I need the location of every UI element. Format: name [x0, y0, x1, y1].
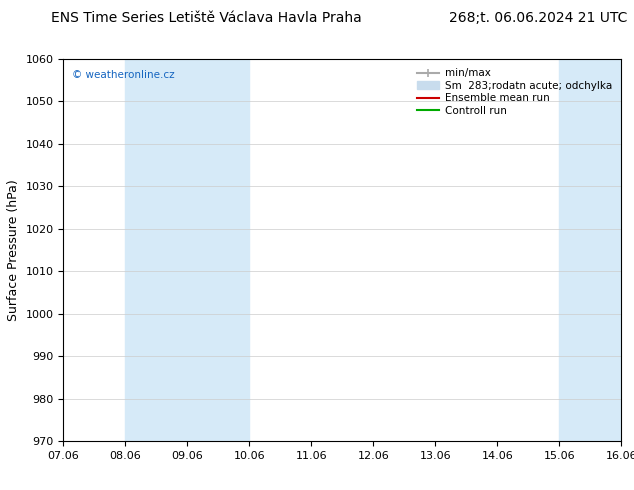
Legend: min/max, Sm  283;rodatn acute; odchylka, Ensemble mean run, Controll run: min/max, Sm 283;rodatn acute; odchylka, … [412, 64, 616, 120]
Y-axis label: Surface Pressure (hPa): Surface Pressure (hPa) [7, 179, 20, 321]
Text: © weatheronline.cz: © weatheronline.cz [72, 70, 174, 80]
Text: ENS Time Series Letiště Václava Havla Praha: ENS Time Series Letiště Václava Havla Pr… [51, 10, 361, 24]
Text: 268;t. 06.06.2024 21 UTC: 268;t. 06.06.2024 21 UTC [450, 10, 628, 24]
Bar [559, 59, 621, 441]
Bar [126, 59, 249, 441]
